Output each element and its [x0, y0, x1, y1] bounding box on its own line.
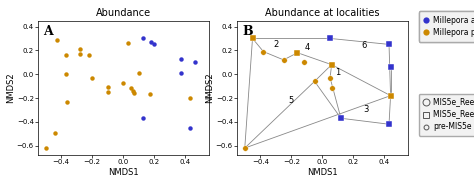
Text: 3: 3 [363, 105, 368, 114]
Text: 1: 1 [335, 68, 340, 77]
Text: A: A [43, 25, 53, 38]
Legend: Millepora absent, Millepora present: Millepora absent, Millepora present [419, 11, 474, 42]
Text: B: B [242, 25, 253, 38]
Text: 4: 4 [304, 43, 310, 53]
Text: 6: 6 [362, 41, 367, 50]
Y-axis label: NMDS2: NMDS2 [6, 73, 15, 103]
Legend: MIS5e_Reef edge, MIS5e_Reef slope, pre-MIS5e: MIS5e_Reef edge, MIS5e_Reef slope, pre-M… [419, 94, 474, 136]
Title: Abundance: Abundance [96, 8, 151, 18]
Title: Abundance at localities: Abundance at localities [265, 8, 380, 18]
Text: 2: 2 [273, 40, 278, 49]
Text: 5: 5 [289, 96, 294, 105]
X-axis label: NMDS1: NMDS1 [307, 168, 337, 177]
X-axis label: NMDS1: NMDS1 [108, 168, 138, 177]
Y-axis label: NMDS2: NMDS2 [205, 73, 214, 103]
